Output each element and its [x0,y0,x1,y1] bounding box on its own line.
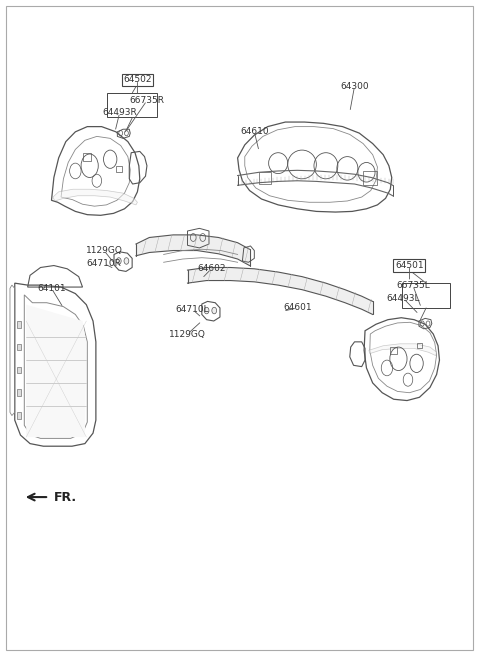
Text: 64602: 64602 [197,265,226,273]
Bar [363,171,377,185]
Polygon shape [136,235,250,265]
Text: 1129GQ: 1129GQ [169,329,206,339]
Bar [116,166,121,172]
Polygon shape [188,267,372,314]
Text: 64710L: 64710L [176,305,209,314]
Text: 1129GQ: 1129GQ [85,246,122,255]
Text: 64493L: 64493L [386,293,420,303]
Circle shape [124,257,129,264]
Text: 64710R: 64710R [86,259,121,268]
Text: 64601: 64601 [283,303,312,312]
Text: 64493R: 64493R [102,108,137,117]
Text: 64501: 64501 [395,261,424,270]
Circle shape [116,257,121,264]
Bar [17,367,22,373]
Text: 64101: 64101 [37,284,66,293]
Bar [17,412,22,419]
Text: 66735R: 66735R [130,96,165,105]
Circle shape [212,307,216,314]
Text: 64610: 64610 [240,127,269,136]
Text: 66735L: 66735L [396,280,430,290]
Polygon shape [369,344,437,356]
Polygon shape [26,305,86,437]
Bar [17,321,22,328]
Polygon shape [53,189,137,205]
Bar [259,172,271,184]
Bar [417,343,422,348]
Bar [390,347,397,354]
Bar [17,344,22,350]
Text: 64502: 64502 [123,75,152,84]
Circle shape [204,307,209,314]
Text: FR.: FR. [54,491,77,504]
Bar [84,153,91,160]
Text: 64300: 64300 [340,82,369,90]
Bar [17,390,22,396]
